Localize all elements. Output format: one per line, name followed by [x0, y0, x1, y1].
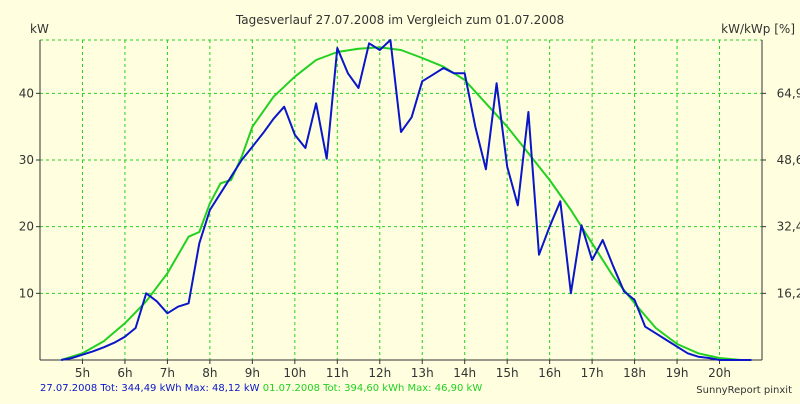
y-tick-label: 40	[19, 86, 34, 100]
x-tick-label: 5h	[75, 366, 90, 380]
x-tick-label: 8h	[202, 366, 217, 380]
y2-tick-label: 48,6	[777, 153, 800, 167]
axis-layer	[36, 40, 766, 364]
tick-label-layer: 5h 6h 7h 8h 9h 10h 11h 12h 13h 14h 15h 16h 17h 18h 19h…	[19, 86, 800, 380]
x-tick-label: 19h	[666, 366, 689, 380]
x-tick-label: 10h	[283, 366, 306, 380]
y2-axis-label: kW/kWp [%]	[721, 22, 795, 36]
footer-green-summary: 01.07.2008 Tot: 394,60 kWh Max: 46,90 kW	[262, 383, 483, 394]
x-tick-label: 12h	[368, 366, 391, 380]
y2-tick-label: 64,9	[777, 86, 800, 100]
y-tick-label: 30	[19, 153, 34, 167]
x-tick-label: 16h	[538, 366, 561, 380]
y2-tick-label: 32,4	[777, 220, 800, 234]
x-tick-label: 13h	[411, 366, 434, 380]
y2-tick-label: 16,2	[777, 286, 800, 300]
y-axis-label: kW	[30, 22, 49, 36]
x-tick-label: 7h	[160, 366, 175, 380]
footer-blue-summary: 27.07.2008 Tot: 344,49 kWh Max: 48,12 kW	[40, 383, 260, 394]
series-line-27-07-2008	[61, 39, 752, 361]
y-tick-label: 10	[19, 286, 34, 300]
x-tick-label: 9h	[245, 366, 260, 380]
y-tick-label: 20	[19, 220, 34, 234]
x-tick-label: 15h	[496, 366, 519, 380]
chart-footer: 27.07.2008 Tot: 344,49 kWh Max: 48,12 kW…	[40, 383, 482, 395]
chart-title: Tagesverlauf 27.07.2008 im Vergleich zum…	[235, 13, 564, 27]
x-tick-label: 20h	[708, 366, 731, 380]
x-tick-label: 17h	[581, 366, 604, 380]
x-tick-label: 18h	[623, 366, 646, 380]
x-tick-label: 6h	[117, 366, 132, 380]
x-tick-label: 14h	[453, 366, 476, 380]
series-layer	[60, 39, 752, 361]
footer-credit: SunnyReport pinxit	[696, 385, 792, 396]
x-tick-label: 11h	[326, 366, 349, 380]
grid-layer	[40, 39, 762, 360]
series-line-01-07-2008	[60, 46, 752, 361]
